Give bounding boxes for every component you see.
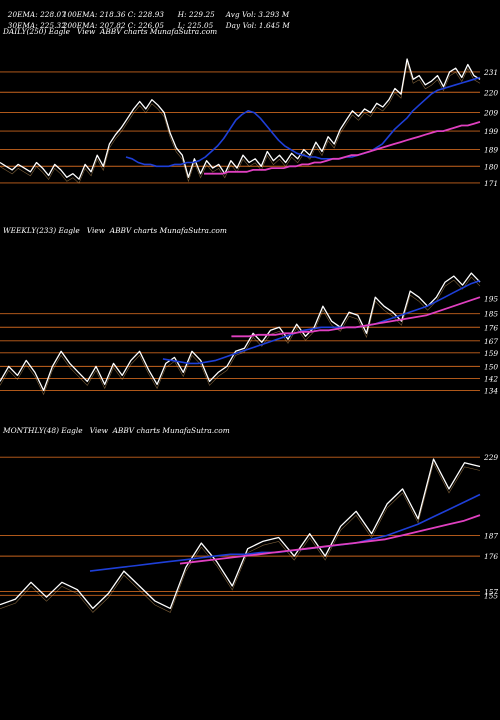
weekly-tick-label: 195 (484, 295, 498, 304)
daily-chart: 231 220 209 199 189 180 171 (0, 58, 498, 188)
ema20-readout: 20EMA: 228.07 (7, 10, 66, 19)
monthly-tick-label: 176 (484, 552, 498, 561)
weekly-chart-label: WEEKLY(233) Eagle View ABBV charts Munaf… (3, 226, 227, 235)
weekly-series-line-2 (231, 296, 481, 338)
monthly-series-line-2 (179, 514, 481, 565)
daily-tick-label: 171 (484, 179, 498, 188)
daily-envelope-line (0, 62, 481, 184)
monthly-tick-label: 155 (484, 591, 498, 600)
daily-tick-label: 231 (483, 68, 498, 77)
weekly-series-line-1 (162, 279, 481, 365)
weekly-envelope-line (0, 276, 481, 396)
daily-tick-label: 189 (484, 146, 498, 155)
monthly-chart-label: MONTHLY(48) Eagle View ABBV charts Munaf… (3, 426, 230, 435)
daily-tick-label: 180 (484, 162, 498, 171)
weekly-tick-label: 142 (484, 374, 498, 383)
close-readout: C: 228.93 (127, 10, 165, 19)
daily-series-line-2 (204, 121, 481, 175)
monthly-tick-label: 187 (484, 532, 498, 541)
weekly-tick-label: 159 (484, 349, 498, 358)
weekly-tick-label: 150 (484, 362, 498, 371)
daily-chart-label: DAILY(250) Eagle View ABBV charts Munafa… (3, 27, 218, 36)
weekly-tick-label: 167 (484, 337, 498, 346)
low-readout: L: 225.05 (177, 21, 214, 30)
daily-tick-label: 199 (484, 127, 498, 136)
ema30-readout: 30EMA: 225.32 (7, 21, 66, 30)
ema200-readout: 200EMA: 207.82 (62, 21, 126, 30)
daily-series-line-0 (0, 58, 481, 180)
monthly-tick-label: 229 (483, 453, 498, 462)
close-readout-2: C: 226.05 (127, 21, 165, 30)
weekly-tick-label: 176 (484, 323, 498, 332)
ema100-readout: 100EMA: 218.36 (62, 10, 126, 19)
high-readout: H: 229.25 (177, 10, 215, 19)
monthly-tick-label: 157 (484, 588, 498, 597)
day-volume-readout: Day Vol: 1.645 M (225, 21, 290, 30)
header-row-1: 20EMA: 228.07100EMA: 218.36 C: 228.93 H: 2… (3, 1, 289, 19)
daily-tick-label: 209 (483, 109, 498, 118)
daily-tick-label: 220 (483, 88, 498, 97)
daily-series-line-1 (125, 76, 481, 168)
avg-volume-readout: Avg Vol: 3.293 M (225, 10, 290, 19)
weekly-chart: 195 185 176 167 159 150 142 134 (0, 272, 498, 396)
monthly-envelope-line (0, 462, 481, 613)
header-row-2: 30EMA: 225.32200EMA: 207.82 C: 226.05 L: 2… (3, 12, 290, 30)
weekly-tick-label: 134 (484, 386, 498, 395)
monthly-series-line-0 (0, 458, 481, 610)
weekly-tick-label: 185 (484, 310, 498, 319)
weekly-series-line-0 (0, 272, 481, 392)
